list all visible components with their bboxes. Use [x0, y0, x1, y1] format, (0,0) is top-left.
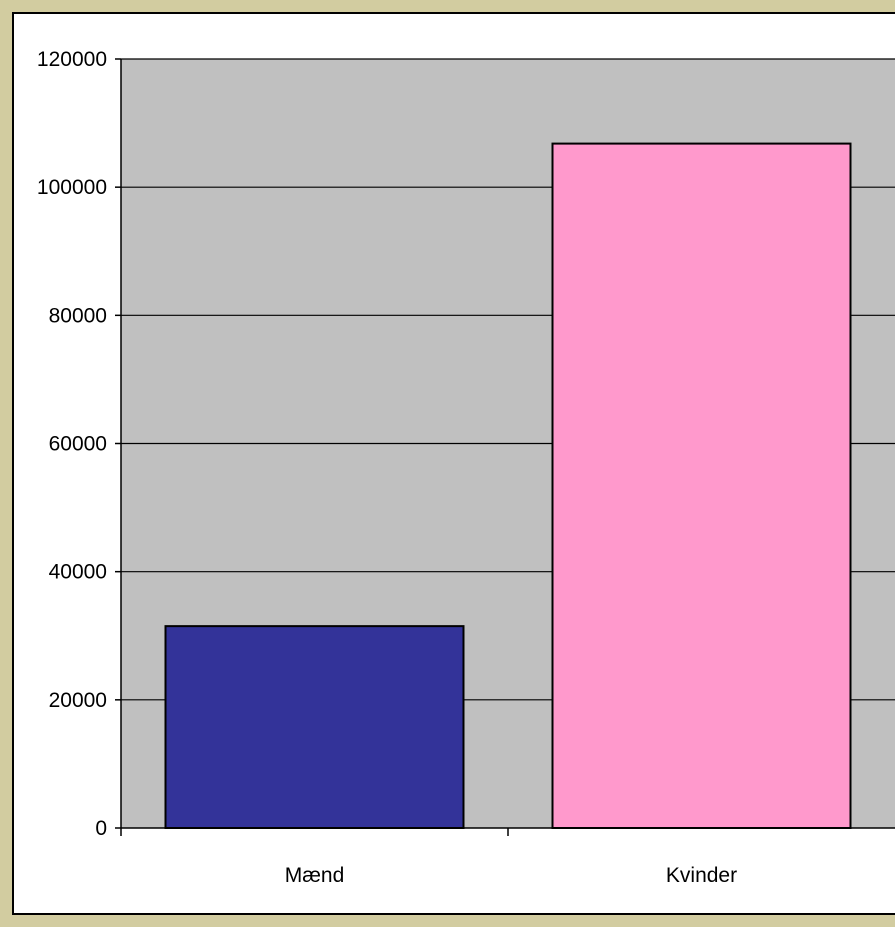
bar-maend	[164, 625, 465, 830]
x-tick-label: Kvinder	[666, 864, 737, 887]
y-tick-label: 60000	[49, 433, 107, 456]
y-tick-label: 100000	[37, 176, 107, 199]
y-tick-label: 20000	[49, 689, 107, 712]
x-tick-label: Mænd	[285, 864, 345, 887]
y-tick-label: 40000	[49, 561, 107, 584]
x-axis: Mænd Kvinder	[120, 827, 895, 887]
bar-kvinder	[551, 142, 852, 829]
y-tick-label: 120000	[37, 48, 107, 71]
y-axis: 0 20000 40000 60000 80000 100000 120000	[37, 48, 122, 840]
y-tick-label: 0	[95, 817, 107, 840]
y-tick-label: 80000	[49, 304, 107, 327]
bars	[164, 142, 852, 830]
